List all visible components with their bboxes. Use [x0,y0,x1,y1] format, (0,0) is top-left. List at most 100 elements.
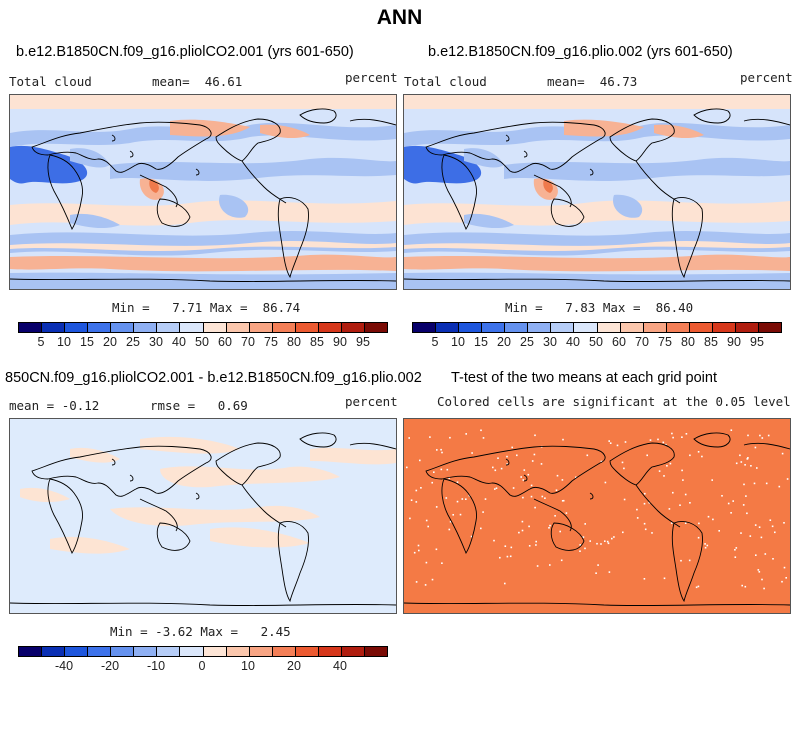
colorbar-box [758,323,781,332]
colorbar-box [203,323,227,332]
colorbar-tick-label: 30 [543,335,557,349]
colorbar-box [574,323,598,332]
panel2-map [403,94,791,290]
diff-patch [140,436,240,454]
insignificant-cell [522,496,524,499]
insignificant-cell [497,457,499,459]
colorbar-tick-label: 25 [126,335,140,349]
insignificant-cell [531,460,534,462]
colorbar-box [134,647,158,656]
cloud-band [504,157,790,181]
insignificant-cell [744,464,746,466]
insignificant-cell [761,437,764,439]
insignificant-cell [520,476,522,478]
insignificant-cell [730,429,733,431]
insignificant-cell [480,527,482,530]
insignificant-cell [565,512,568,514]
insignificant-cell [608,571,611,573]
insignificant-cell [600,460,603,463]
insignificant-cell [662,441,665,444]
insignificant-cell [747,434,749,437]
colorbar-tick-label: 10 [241,659,255,673]
panel4-map [403,418,791,614]
panel2-mean-value: 46.73 [599,74,638,89]
insignificant-cell [452,514,454,516]
insignificant-cell [459,513,462,516]
diff-patch [20,487,70,503]
insignificant-cell [759,434,761,437]
insignificant-cell [680,559,682,562]
panel1-max-label: Max = [209,300,248,315]
insignificant-cell [445,497,448,499]
insignificant-cell [431,481,433,484]
cloud-band [10,254,396,272]
panel2-min-value: 7.83 [565,300,596,315]
insignificant-cell [679,504,681,506]
insignificant-cell [575,476,577,479]
colorbar-box [689,323,713,332]
colorbar-tick-label: 50 [589,335,603,349]
cloud-band [260,124,310,139]
insignificant-cells [406,429,789,590]
insignificant-cell [595,572,597,574]
insignificant-cell [448,528,451,531]
panel2-units: percent [740,70,793,85]
panel1-mean-value: 46.61 [204,74,243,89]
colorbar-abs-right [412,322,782,333]
insignificant-cell [669,462,672,465]
insignificant-cell [644,492,646,495]
colorbar-box [65,323,89,332]
colorbar-tick-label: 40 [566,335,580,349]
insignificant-cell [465,433,467,435]
insignificant-cell [417,544,420,547]
insignificant-cell [636,517,639,519]
colorbar-tick-label: 20 [103,335,117,349]
colorbar-box [505,323,529,332]
insignificant-cell [584,523,586,525]
insignificant-cell [540,463,543,465]
panel3-mean: mean = -0.12 [9,398,99,413]
panel2-map-svg [404,95,790,289]
colorbar-tick-label: 15 [474,335,488,349]
insignificant-cell [504,545,507,547]
insignificant-cell [786,478,789,480]
insignificant-cell [668,508,671,510]
insignificant-cell [681,469,683,472]
colorbar-tick-label: 70 [635,335,649,349]
insignificant-cell [622,531,624,534]
colorbar-box [19,647,43,656]
insignificant-cell [541,495,544,498]
colorbar-tick-label: 90 [727,335,741,349]
insignificant-cell [769,519,772,521]
insignificant-cell [765,482,768,485]
insignificant-cell [607,542,610,545]
colorbar-tick-label: 50 [195,335,209,349]
insignificant-cell [484,498,487,500]
colorbar-tick-label: -20 [100,659,120,673]
cloud-band [10,241,396,251]
panel1-title: b.e12.B1850CN.f09_g16.pliolCO2.001 (yrs … [16,44,354,60]
panel1-variable: Total cloud [9,74,92,89]
colorbar-tick-label: 70 [241,335,255,349]
insignificant-cell [406,466,408,469]
insignificant-cell [500,467,503,470]
colorbar-tick-label: -40 [54,659,74,673]
insignificant-cell [559,530,561,533]
insignificant-cell [523,469,526,471]
panel3-min-value: -3.62 [155,624,193,639]
insignificant-cell [712,518,714,521]
panel1-map [9,94,397,290]
colorbar-tick-label: 40 [333,659,347,673]
insignificant-cell [643,502,646,505]
insignificant-cell [670,522,673,524]
panel3-map [9,418,397,614]
colorbar-abs-left [18,322,388,333]
figure-title: ANN [376,6,423,29]
insignificant-cell [756,467,758,469]
insignificant-cell [560,559,563,562]
colorbar-box [551,323,575,332]
colorbar-tick-label: 0 [198,659,206,673]
colorbar-box [226,647,250,656]
insignificant-cell [643,522,646,525]
insignificant-cell [419,459,421,462]
